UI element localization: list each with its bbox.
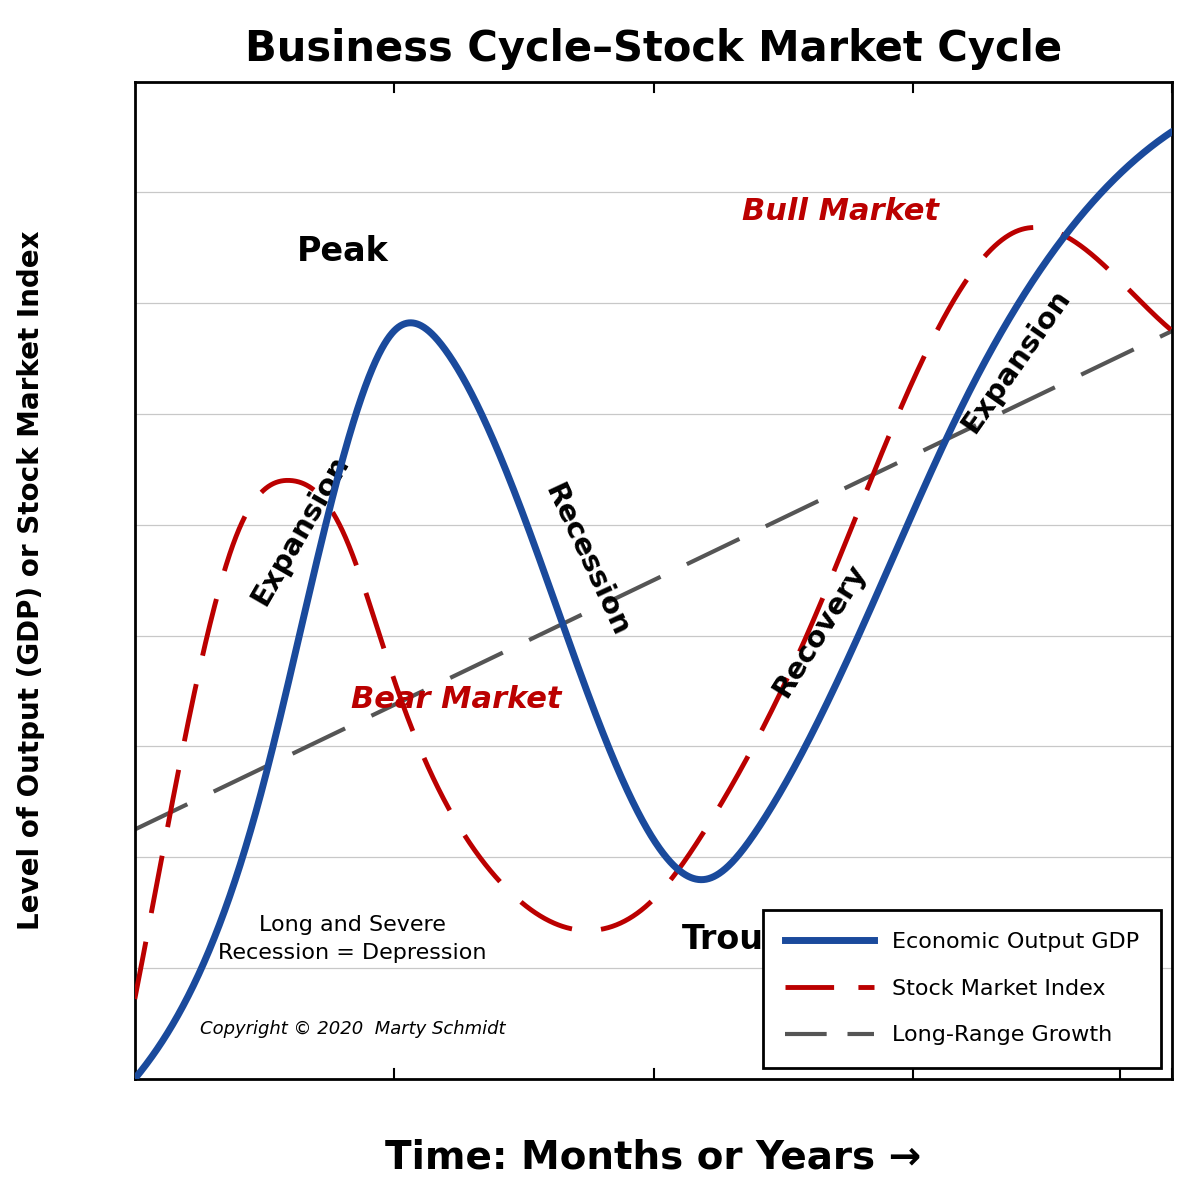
- Text: Expansion: Expansion: [956, 284, 1076, 438]
- Title: Business Cycle–Stock Market Cycle: Business Cycle–Stock Market Cycle: [245, 28, 1062, 70]
- Text: Bull Market: Bull Market: [742, 197, 938, 226]
- Legend: Economic Output GDP, Stock Market Index, Long-Range Growth: Economic Output GDP, Stock Market Index,…: [763, 910, 1162, 1068]
- Text: Recession: Recession: [539, 480, 634, 641]
- Text: Trough: Trough: [682, 923, 811, 956]
- Text: Copyright © 2020  Marty Schmidt: Copyright © 2020 Marty Schmidt: [200, 1020, 505, 1038]
- Text: Long and Severe
Recession = Depression: Long and Severe Recession = Depression: [218, 916, 487, 964]
- Text: Level of Output (GDP) or Stock Market Index: Level of Output (GDP) or Stock Market In…: [17, 230, 46, 930]
- Text: Recovery: Recovery: [768, 558, 871, 702]
- Text: Time: Months or Years →: Time: Months or Years →: [385, 1139, 922, 1177]
- Text: Peak: Peak: [296, 235, 388, 268]
- Text: Expansion: Expansion: [247, 450, 355, 610]
- Text: Bear Market: Bear Market: [352, 685, 562, 714]
